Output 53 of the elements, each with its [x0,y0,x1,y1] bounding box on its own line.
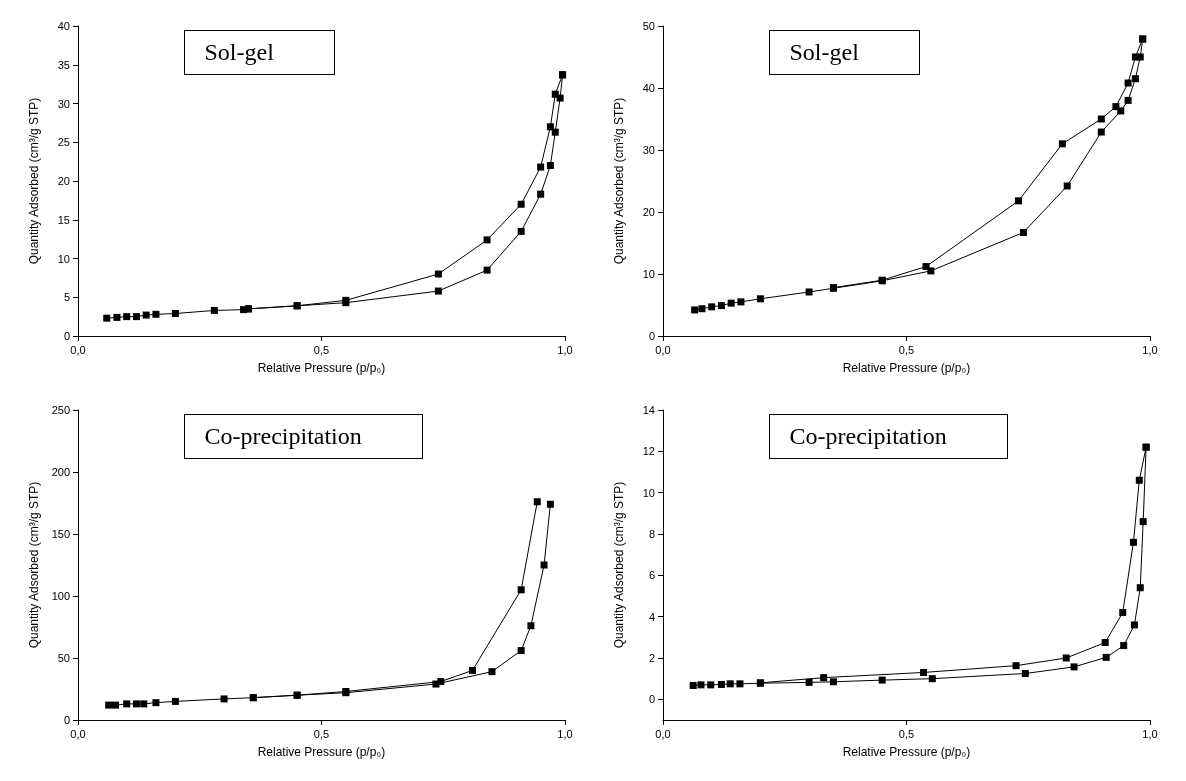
x-axis-title: Relative Pressure (p/p₀) [842,361,971,375]
y-tick-label: 40 [57,20,70,32]
y-tick-label: 0 [63,714,70,726]
annotation: Sol-gel [768,30,920,75]
y-tick-label: 6 [648,569,655,582]
y-axis-title: Quantity Adsorbed (cm³/g STP) [27,97,41,265]
y-tick-label: 35 [57,58,70,71]
y-tick-label: 25 [57,136,70,149]
y-axis-title: Quantity Adsorbed (cm³/g STP) [27,481,41,649]
annotation: Co-precipitation [183,414,423,459]
y-tick-label: 20 [642,206,655,218]
y-tick-label: 4 [648,610,655,623]
x-tick-label: 0,5 [898,343,915,356]
x-axis-title: Relative Pressure (p/p₀) [257,361,386,375]
y-tick-label: 20 [57,175,70,187]
x-tick-label: 0,0 [655,727,671,740]
x-tick-label: 1,0 [557,343,573,356]
y-tick-label: 250 [51,404,70,416]
y-tick-label: 50 [57,652,70,664]
y-tick-label: 40 [642,82,655,94]
y-tick-label: 0 [648,693,655,706]
y-tick-label: 14 [642,404,655,416]
x-tick-label: 0,5 [313,727,330,740]
y-axis-title: Quantity Adsorbed (cm³/g STP) [612,97,626,265]
y-tick-label: 8 [648,528,655,540]
y-tick-label: 50 [642,20,655,32]
y-axis-title: Quantity Adsorbed (cm³/g STP) [612,481,626,649]
y-tick-label: 15 [57,213,70,226]
x-tick-label: 0,5 [898,727,915,740]
x-tick-label: 1,0 [1142,727,1158,740]
y-tick-label: 30 [642,144,655,156]
y-tick-label: 200 [51,466,70,478]
y-tick-label: 12 [642,445,655,458]
y-tick-label: 10 [642,486,655,499]
x-tick-label: 1,0 [1142,343,1158,356]
annotation: Sol-gel [183,30,335,75]
y-tick-label: 0 [648,330,655,342]
y-tick-label: 2 [648,652,655,664]
y-tick-label: 30 [57,97,70,110]
annotation: Co-precipitation [768,414,1008,459]
y-tick-label: 100 [51,590,70,602]
y-tick-label: 10 [57,252,70,265]
x-tick-label: 0,0 [70,343,86,356]
x-tick-label: 0,0 [70,727,86,740]
x-tick-label: 0,0 [655,343,671,356]
x-axis-title: Relative Pressure (p/p₀) [257,745,386,759]
y-tick-label: 5 [63,291,70,304]
y-tick-label: 150 [51,528,70,540]
x-tick-label: 1,0 [557,727,573,740]
y-tick-label: 0 [63,330,70,342]
x-axis-title: Relative Pressure (p/p₀) [842,745,971,759]
y-tick-label: 10 [642,268,655,280]
x-tick-label: 0,5 [313,343,330,356]
